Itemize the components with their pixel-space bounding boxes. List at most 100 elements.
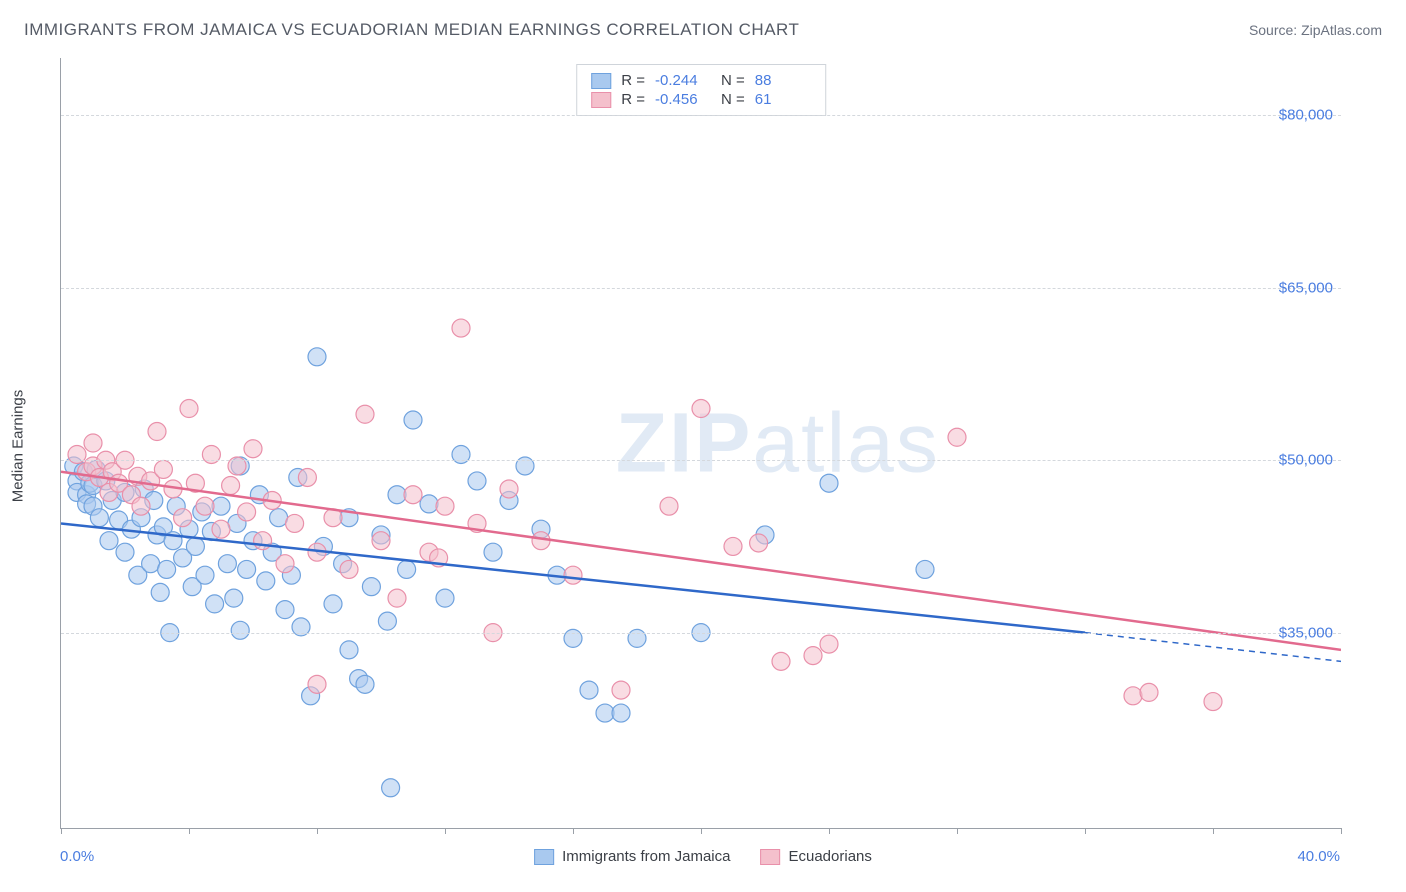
- data-point: [388, 589, 406, 607]
- y-tick-label: $35,000: [1279, 624, 1333, 641]
- data-point: [398, 560, 416, 578]
- data-point: [238, 503, 256, 521]
- gridline: [61, 460, 1341, 461]
- data-point: [222, 477, 240, 495]
- legend-swatch-2: [760, 849, 780, 865]
- data-point: [196, 566, 214, 584]
- x-tick: [61, 828, 62, 834]
- data-point: [750, 534, 768, 552]
- data-point: [308, 675, 326, 693]
- data-point: [340, 641, 358, 659]
- data-point: [404, 411, 422, 429]
- gridline: [61, 633, 1341, 634]
- data-point: [270, 509, 288, 527]
- data-point: [180, 400, 198, 418]
- data-point: [276, 555, 294, 573]
- data-point: [468, 472, 486, 490]
- data-point: [151, 583, 169, 601]
- x-tick: [1213, 828, 1214, 834]
- y-axis-label: Median Earnings: [10, 390, 27, 503]
- data-point: [436, 589, 454, 607]
- data-point: [420, 495, 438, 513]
- data-point: [388, 486, 406, 504]
- data-point: [286, 514, 304, 532]
- x-axis-min-label: 0.0%: [60, 848, 94, 865]
- data-point: [174, 509, 192, 527]
- data-point: [820, 635, 838, 653]
- data-point: [158, 560, 176, 578]
- data-point: [378, 612, 396, 630]
- x-tick: [573, 828, 574, 834]
- y-tick-label: $65,000: [1279, 279, 1333, 296]
- data-point: [580, 681, 598, 699]
- data-point: [1204, 693, 1222, 711]
- data-point: [218, 555, 236, 573]
- data-point: [916, 560, 934, 578]
- data-point: [225, 589, 243, 607]
- gridline: [61, 115, 1341, 116]
- y-tick-label: $50,000: [1279, 452, 1333, 469]
- data-point: [308, 348, 326, 366]
- data-point: [372, 532, 390, 550]
- data-point: [1124, 687, 1142, 705]
- data-point: [452, 319, 470, 337]
- data-point: [142, 555, 160, 573]
- data-point: [612, 704, 630, 722]
- data-point: [324, 595, 342, 613]
- data-point: [500, 480, 518, 498]
- data-point: [132, 497, 150, 515]
- data-point: [154, 460, 172, 478]
- data-point: [212, 497, 230, 515]
- data-point: [212, 520, 230, 538]
- data-point: [660, 497, 678, 515]
- data-point: [196, 497, 214, 515]
- data-point: [532, 532, 550, 550]
- legend-swatch-1: [534, 849, 554, 865]
- y-tick-label: $80,000: [1279, 107, 1333, 124]
- x-tick: [829, 828, 830, 834]
- data-point: [298, 468, 316, 486]
- bottom-legend: Immigrants from Jamaica Ecuadorians: [534, 848, 872, 865]
- x-axis-max-label: 40.0%: [1297, 848, 1340, 865]
- data-point: [948, 428, 966, 446]
- data-point: [340, 560, 358, 578]
- data-point: [356, 675, 374, 693]
- data-point: [84, 434, 102, 452]
- data-point: [276, 601, 294, 619]
- plot-area: ZIPatlas R =-0.244 N =88 R =-0.456 N =61…: [60, 58, 1341, 829]
- data-point: [1140, 683, 1158, 701]
- data-point: [382, 779, 400, 797]
- data-point: [257, 572, 275, 590]
- chart-title: IMMIGRANTS FROM JAMAICA VS ECUADORIAN ME…: [24, 20, 799, 40]
- legend-label-2: Ecuadorians: [788, 848, 871, 865]
- legend-item-1: Immigrants from Jamaica: [534, 848, 730, 865]
- data-point: [356, 405, 374, 423]
- x-tick: [317, 828, 318, 834]
- x-tick: [701, 828, 702, 834]
- x-tick: [1085, 828, 1086, 834]
- data-point: [238, 560, 256, 578]
- data-point: [404, 486, 422, 504]
- chart-svg: [61, 58, 1341, 828]
- regression-line: [61, 523, 1085, 632]
- data-point: [116, 543, 134, 561]
- source-attribution: Source: ZipAtlas.com: [1249, 22, 1382, 38]
- x-tick: [189, 828, 190, 834]
- data-point: [362, 578, 380, 596]
- data-point: [186, 537, 204, 555]
- x-tick: [957, 828, 958, 834]
- data-point: [100, 532, 118, 550]
- data-point: [244, 440, 262, 458]
- data-point: [820, 474, 838, 492]
- data-point: [804, 647, 822, 665]
- data-point: [564, 566, 582, 584]
- data-point: [772, 652, 790, 670]
- data-point: [231, 621, 249, 639]
- data-point: [90, 509, 108, 527]
- data-point: [596, 704, 614, 722]
- data-point: [254, 532, 272, 550]
- data-point: [612, 681, 630, 699]
- data-point: [436, 497, 454, 515]
- data-point: [206, 595, 224, 613]
- legend-item-2: Ecuadorians: [760, 848, 871, 865]
